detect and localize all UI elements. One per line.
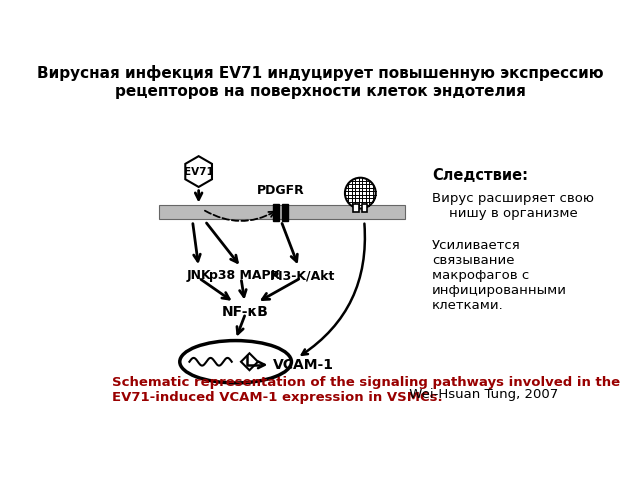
Bar [282, 204, 288, 221]
Polygon shape [186, 156, 212, 187]
Ellipse shape [180, 341, 291, 383]
Bar [362, 204, 367, 212]
Text: VCAM-1: VCAM-1 [273, 358, 333, 372]
Text: PDGFR: PDGFR [257, 184, 305, 197]
Text: Вирус расширяет свою
нишу в организме: Вирус расширяет свою нишу в организме [432, 192, 594, 220]
Circle shape [345, 178, 376, 208]
Bar [353, 204, 359, 212]
Polygon shape [241, 353, 258, 370]
Text: Усиливается
связывание
макрофагов с
инфицированными
клетками.: Усиливается связывание макрофагов с инфи… [432, 239, 567, 312]
Text: Следствие:: Следствие: [432, 168, 528, 183]
Text: p38 MAPK: p38 MAPK [209, 269, 280, 282]
Bar [159, 205, 405, 219]
Text: Вирусная инфекция EV71 индуцирует повышенную экспрессию
рецепторов на поверхност: Вирусная инфекция EV71 индуцирует повыше… [37, 65, 604, 99]
Bar [273, 204, 280, 221]
Text: Wei-Hsuan Tung, 2007: Wei-Hsuan Tung, 2007 [405, 388, 558, 401]
Text: Schematic representation of the signaling pathways involved in the
EV71-induced : Schematic representation of the signalin… [113, 376, 621, 404]
Text: EV71: EV71 [184, 167, 214, 177]
Text: JNK: JNK [186, 269, 211, 282]
Text: PI3-K/Akt: PI3-K/Akt [270, 269, 335, 282]
Text: NF-κB: NF-κB [222, 305, 269, 319]
